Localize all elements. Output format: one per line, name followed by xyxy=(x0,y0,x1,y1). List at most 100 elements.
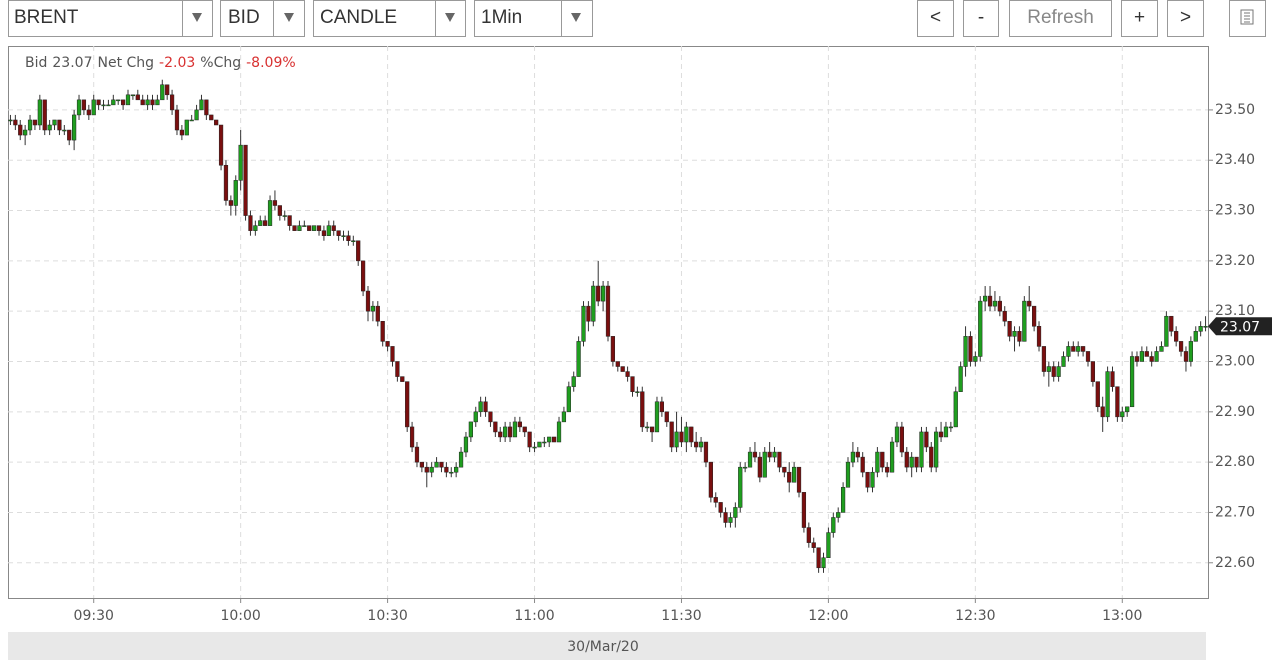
candle-body xyxy=(37,99,42,126)
last-price-label: 23.07 xyxy=(1220,319,1260,335)
candle-body xyxy=(233,180,238,206)
candle-body xyxy=(1110,371,1115,387)
candle-body xyxy=(1051,366,1056,377)
candle-body xyxy=(478,401,483,413)
candle-body xyxy=(23,129,28,136)
candle-body xyxy=(101,104,106,107)
candle-body xyxy=(708,461,713,498)
last-price-tag xyxy=(1208,317,1272,336)
y-tick-label: 22.80 xyxy=(1215,454,1255,470)
candle-body xyxy=(630,376,635,392)
candle-body xyxy=(13,119,18,126)
button[interactable] xyxy=(963,0,999,37)
button[interactable] xyxy=(1167,0,1204,37)
interval-select[interactable] xyxy=(474,0,593,37)
candle-body xyxy=(204,99,209,116)
y-tick-label: 22.70 xyxy=(1215,504,1255,520)
candle-body xyxy=(179,129,184,136)
candle-body xyxy=(904,451,909,468)
candle-body xyxy=(767,451,772,458)
candle-body xyxy=(552,436,557,443)
x-tick-label: 11:30 xyxy=(661,608,701,624)
candle-body xyxy=(1125,406,1130,413)
candle-body xyxy=(463,436,469,453)
candle-body xyxy=(365,290,371,312)
net-chg: -2.03 xyxy=(159,55,195,71)
candle-body xyxy=(718,502,723,513)
candle-body xyxy=(1027,300,1032,307)
candle-body xyxy=(978,300,983,357)
candle-body xyxy=(684,426,689,443)
candle-body xyxy=(473,411,478,423)
candle-body xyxy=(914,456,919,468)
button-label: < xyxy=(930,7,941,28)
candle-body xyxy=(184,119,189,136)
candle-body xyxy=(125,94,131,106)
candle-body xyxy=(155,99,160,106)
candle-body xyxy=(67,129,72,141)
candle-body xyxy=(454,466,459,473)
candle-body xyxy=(424,466,429,473)
candle-body xyxy=(96,99,101,106)
button[interactable] xyxy=(917,0,954,37)
candle-body xyxy=(703,441,709,463)
candle-body xyxy=(1183,351,1189,362)
side: BID xyxy=(228,7,260,28)
candle-body xyxy=(1085,351,1091,362)
style-select[interactable] xyxy=(313,0,466,37)
candle-body xyxy=(600,285,606,302)
candle-body xyxy=(679,431,684,443)
candle-body xyxy=(845,461,851,488)
candle-body xyxy=(723,512,728,523)
candle-body xyxy=(282,215,287,217)
candle-body xyxy=(1002,310,1007,322)
candle-body xyxy=(189,119,194,122)
candle-body xyxy=(645,426,650,429)
candle-body xyxy=(1061,356,1066,367)
candle-body xyxy=(782,466,787,473)
button[interactable] xyxy=(1009,0,1112,37)
candle-body xyxy=(728,517,733,523)
candle-body xyxy=(76,99,82,116)
candle-body xyxy=(1076,346,1081,352)
candle-body xyxy=(390,346,395,362)
candle-body xyxy=(968,336,973,362)
candle-body xyxy=(831,517,836,533)
chart-style: CANDLE xyxy=(320,7,397,28)
candle-body xyxy=(640,391,645,428)
candle-body xyxy=(243,144,248,216)
candle-body xyxy=(1012,331,1017,337)
candle-body xyxy=(1071,346,1076,352)
candle-body xyxy=(1139,351,1144,362)
candle-body xyxy=(620,366,625,372)
candle-body xyxy=(1056,366,1061,377)
candle-body xyxy=(889,441,895,473)
candle-body xyxy=(326,225,331,236)
candle-body xyxy=(713,497,718,503)
button[interactable] xyxy=(1121,0,1158,37)
candle-body xyxy=(694,441,699,448)
candle-body xyxy=(263,220,268,226)
candle-body xyxy=(1095,381,1100,408)
candle-body xyxy=(209,114,214,121)
candle-body xyxy=(581,305,586,342)
candle-body xyxy=(1188,341,1193,362)
candle-body xyxy=(331,225,336,231)
candle-body xyxy=(223,165,229,201)
candle-body xyxy=(346,235,351,241)
candle-body xyxy=(483,401,488,413)
y-tick-label: 23.50 xyxy=(1215,102,1255,118)
candle-body xyxy=(811,542,816,548)
candle-body xyxy=(32,119,38,126)
x-tick-label: 10:00 xyxy=(220,608,260,624)
symbol: BRENT xyxy=(14,7,79,28)
candle-body xyxy=(586,305,591,322)
x-tick-label: 12:00 xyxy=(808,608,848,624)
button-label: + xyxy=(1134,7,1145,28)
candle-body xyxy=(1144,351,1149,357)
symbol-select[interactable] xyxy=(8,0,213,37)
candle-body xyxy=(1022,300,1027,342)
candle-body xyxy=(258,220,263,226)
candle-body xyxy=(517,421,522,428)
